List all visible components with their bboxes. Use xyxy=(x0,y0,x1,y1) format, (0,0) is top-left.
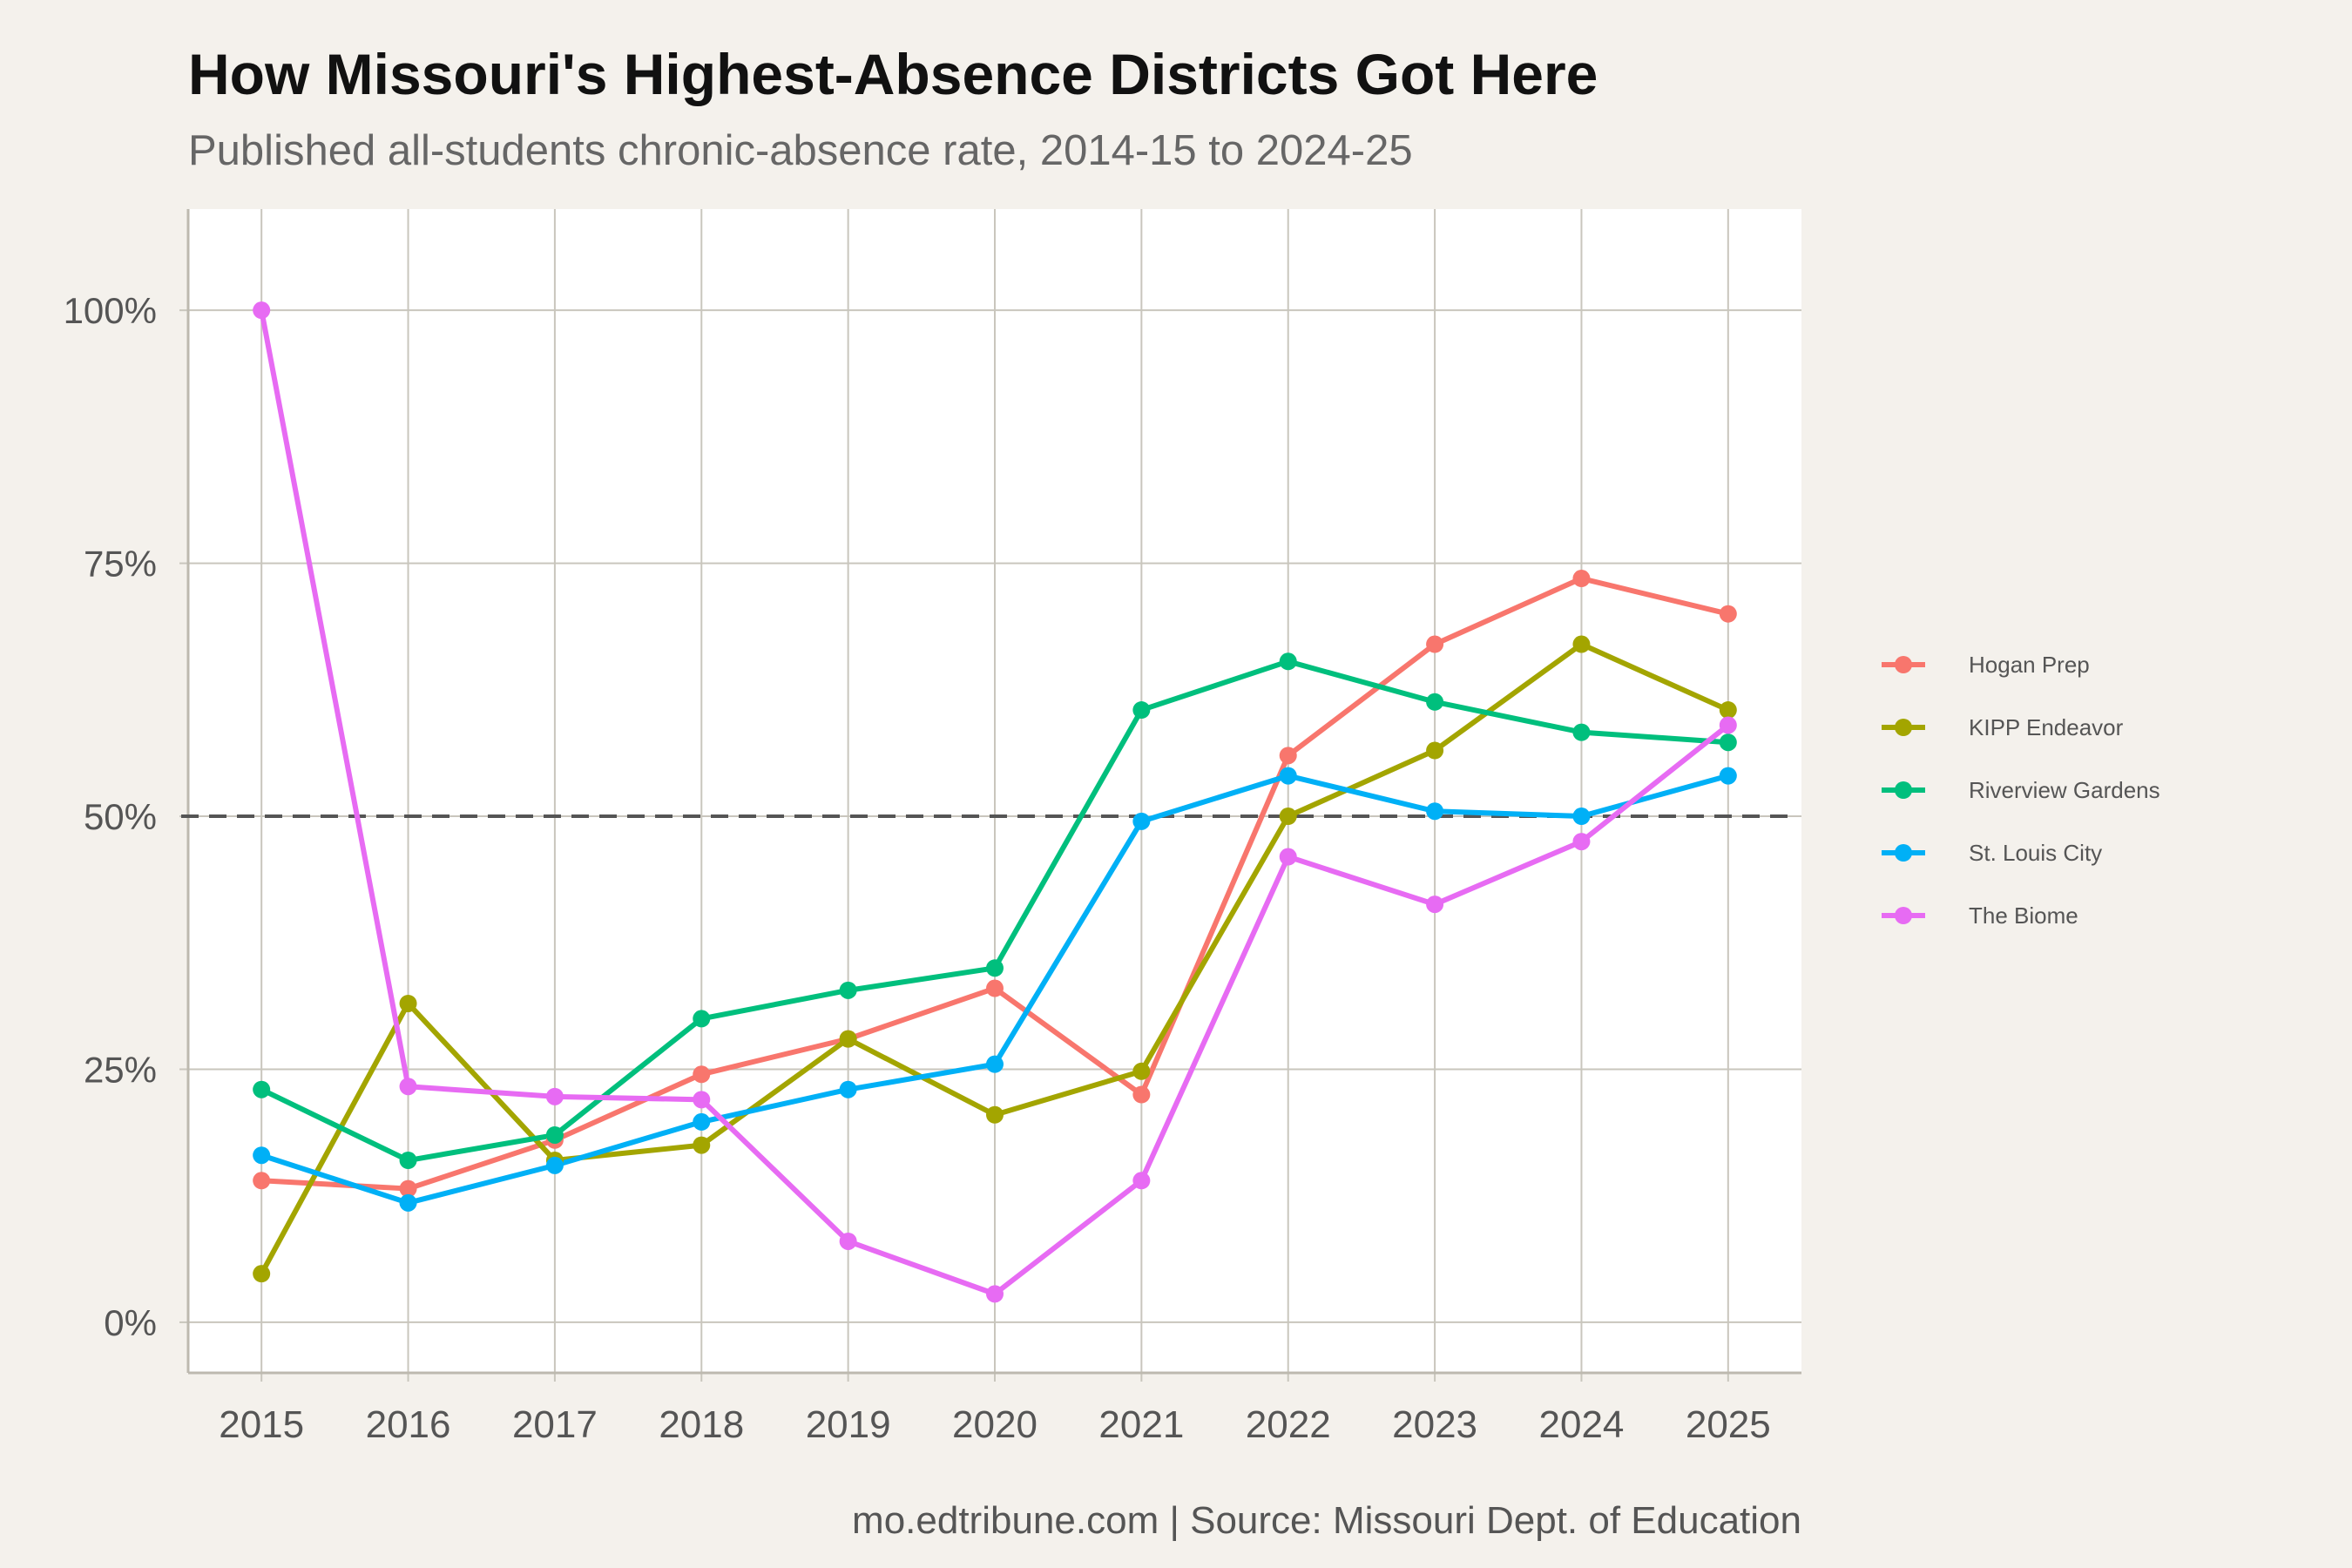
data-point-kipp-endeavor xyxy=(1426,741,1444,760)
data-point-hogan-prep xyxy=(693,1065,711,1084)
data-point-st-louis-city xyxy=(1279,767,1297,785)
legend: Hogan Prep KIPP Endeavor Riverview Gardens… xyxy=(1882,652,2160,929)
data-point-riverview-gardens xyxy=(253,1080,271,1098)
axes: 0% 25% 50% 75% 100% 2015 2016 2017 2018 2019 2020 2… xyxy=(64,209,1801,1446)
x-tick-label: 2015 xyxy=(219,1403,304,1446)
x-tick-label: 2017 xyxy=(512,1403,598,1446)
data-point-riverview-gardens xyxy=(1572,723,1591,741)
data-point-riverview-gardens xyxy=(545,1125,564,1144)
data-point-hogan-prep xyxy=(399,1179,417,1198)
data-point-st-louis-city xyxy=(986,1055,1004,1073)
legend-label: Riverview Gardens xyxy=(1969,777,2160,803)
data-point-st-louis-city xyxy=(839,1080,857,1098)
data-point-kipp-endeavor xyxy=(986,1105,1004,1124)
x-tick-label: 2019 xyxy=(806,1403,891,1446)
data-point-the-biome xyxy=(1719,716,1737,734)
data-point-riverview-gardens xyxy=(1719,733,1737,752)
data-point-the-biome xyxy=(1279,848,1297,866)
legend-key-point xyxy=(1895,844,1912,862)
legend-label: The Biome xyxy=(1969,902,2078,929)
data-point-riverview-gardens xyxy=(1279,652,1297,671)
legend-key-point xyxy=(1895,781,1912,799)
data-point-the-biome xyxy=(986,1285,1004,1303)
data-point-hogan-prep xyxy=(1572,570,1591,588)
series-layer xyxy=(253,301,1737,1303)
data-point-st-louis-city xyxy=(1426,802,1444,821)
chart-subtitle: Published all-students chronic-absence r… xyxy=(188,127,1413,174)
data-point-kipp-endeavor xyxy=(839,1030,857,1048)
data-point-riverview-gardens xyxy=(399,1152,417,1170)
data-point-kipp-endeavor xyxy=(1279,808,1297,826)
x-tick-label: 2024 xyxy=(1539,1403,1625,1446)
legend-key-point xyxy=(1895,907,1912,924)
data-point-kipp-endeavor xyxy=(1719,701,1737,720)
x-tick-label: 2016 xyxy=(366,1403,451,1446)
data-point-hogan-prep xyxy=(1719,605,1737,623)
data-point-riverview-gardens xyxy=(986,959,1004,977)
y-tick-label: 25% xyxy=(84,1049,157,1090)
y-tick-label: 100% xyxy=(64,290,157,331)
chart-title: How Missouri's Highest-Absence Districts… xyxy=(188,42,1598,106)
data-point-riverview-gardens xyxy=(839,981,857,999)
data-point-the-biome xyxy=(1132,1172,1151,1190)
x-tick-label: 2020 xyxy=(952,1403,1037,1446)
y-tick-label: 50% xyxy=(84,796,157,837)
data-point-kipp-endeavor xyxy=(1572,635,1591,653)
x-tick-label: 2023 xyxy=(1392,1403,1477,1446)
data-point-hogan-prep xyxy=(1426,635,1444,653)
data-point-riverview-gardens xyxy=(1426,693,1444,711)
data-point-kipp-endeavor xyxy=(693,1136,711,1154)
y-tick-label: 75% xyxy=(84,544,157,585)
data-point-the-biome xyxy=(253,301,271,320)
x-tick-label: 2025 xyxy=(1686,1403,1771,1446)
data-point-kipp-endeavor xyxy=(399,994,417,1012)
legend-label: Hogan Prep xyxy=(1969,652,2090,678)
x-tick-label: 2022 xyxy=(1246,1403,1331,1446)
chart-caption: mo.edtribune.com | Source: Missouri Dept… xyxy=(852,1499,1801,1542)
data-point-st-louis-city xyxy=(1719,767,1737,785)
data-point-kipp-endeavor xyxy=(253,1265,271,1283)
data-point-riverview-gardens xyxy=(1132,701,1151,720)
legend-key-point xyxy=(1895,656,1912,673)
data-point-st-louis-city xyxy=(1132,812,1151,830)
legend-label: KIPP Endeavor xyxy=(1969,714,2124,740)
x-tick-label: 2021 xyxy=(1098,1403,1184,1446)
data-point-st-louis-city xyxy=(253,1146,271,1165)
data-point-the-biome xyxy=(399,1078,417,1096)
data-point-the-biome xyxy=(1572,833,1591,851)
data-point-the-biome xyxy=(545,1087,564,1105)
data-point-hogan-prep xyxy=(253,1172,271,1190)
data-point-hogan-prep xyxy=(1279,747,1297,765)
data-point-the-biome xyxy=(693,1091,711,1109)
data-point-hogan-prep xyxy=(986,979,1004,997)
data-point-riverview-gardens xyxy=(693,1010,711,1028)
data-point-st-louis-city xyxy=(545,1156,564,1174)
data-point-hogan-prep xyxy=(1132,1085,1151,1104)
data-point-st-louis-city xyxy=(693,1112,711,1131)
data-point-the-biome xyxy=(1426,896,1444,914)
data-point-st-louis-city xyxy=(1572,808,1591,826)
data-point-st-louis-city xyxy=(399,1193,417,1212)
data-point-the-biome xyxy=(839,1232,857,1250)
legend-label: St. Louis City xyxy=(1969,840,2102,866)
data-point-kipp-endeavor xyxy=(1132,1062,1151,1080)
y-tick-label: 0% xyxy=(104,1302,157,1343)
x-tick-label: 2018 xyxy=(659,1403,744,1446)
legend-key-point xyxy=(1895,719,1912,736)
